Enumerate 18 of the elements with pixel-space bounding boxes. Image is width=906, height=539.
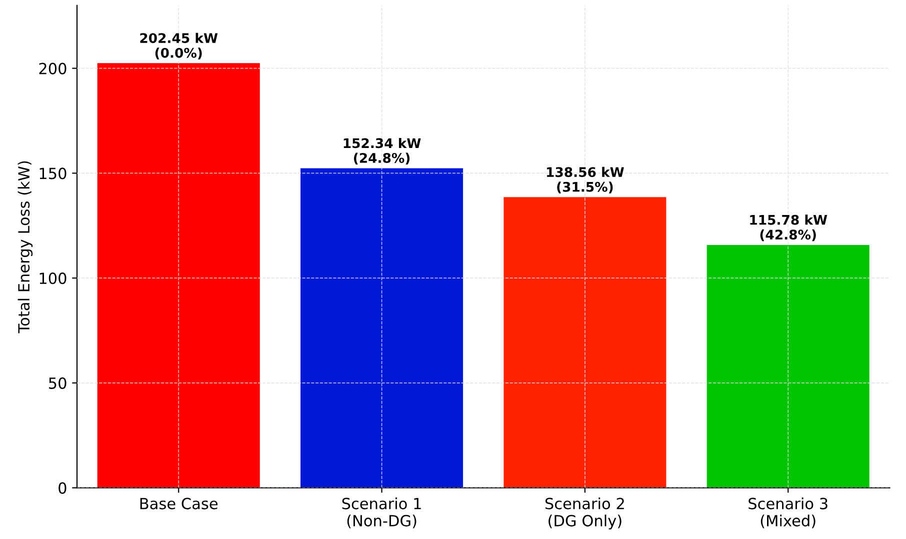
bar	[97, 63, 260, 488]
data-label: 138.56 kW (31.5%)	[547, 166, 624, 194]
y-tick-label: 150	[40, 168, 66, 180]
data-label: 152.34 kW (24.8%)	[344, 138, 421, 164]
x-tick-label: Scenario 2 (DG Only)	[545, 498, 624, 530]
bar	[504, 197, 666, 488]
x-tick-label: Scenario 1 (Non-DG)	[342, 498, 421, 528]
y-tick-label: 100	[40, 272, 66, 284]
data-label: 115.78 kW (42.8%)	[750, 214, 828, 242]
bar	[300, 168, 464, 488]
x-tick-label: Scenario 3 (Mixed)	[748, 498, 828, 528]
data-label: 202.45 kW (0.0%)	[140, 32, 218, 60]
y-tick-label: 50	[49, 377, 66, 389]
x-tick-label: Base Case	[140, 498, 218, 510]
y-axis-title: Total Energy Loss (kW)	[18, 161, 33, 334]
y-tick-label: 0	[58, 482, 66, 494]
bar	[706, 244, 870, 488]
y-tick-label: 200	[39, 62, 66, 74]
